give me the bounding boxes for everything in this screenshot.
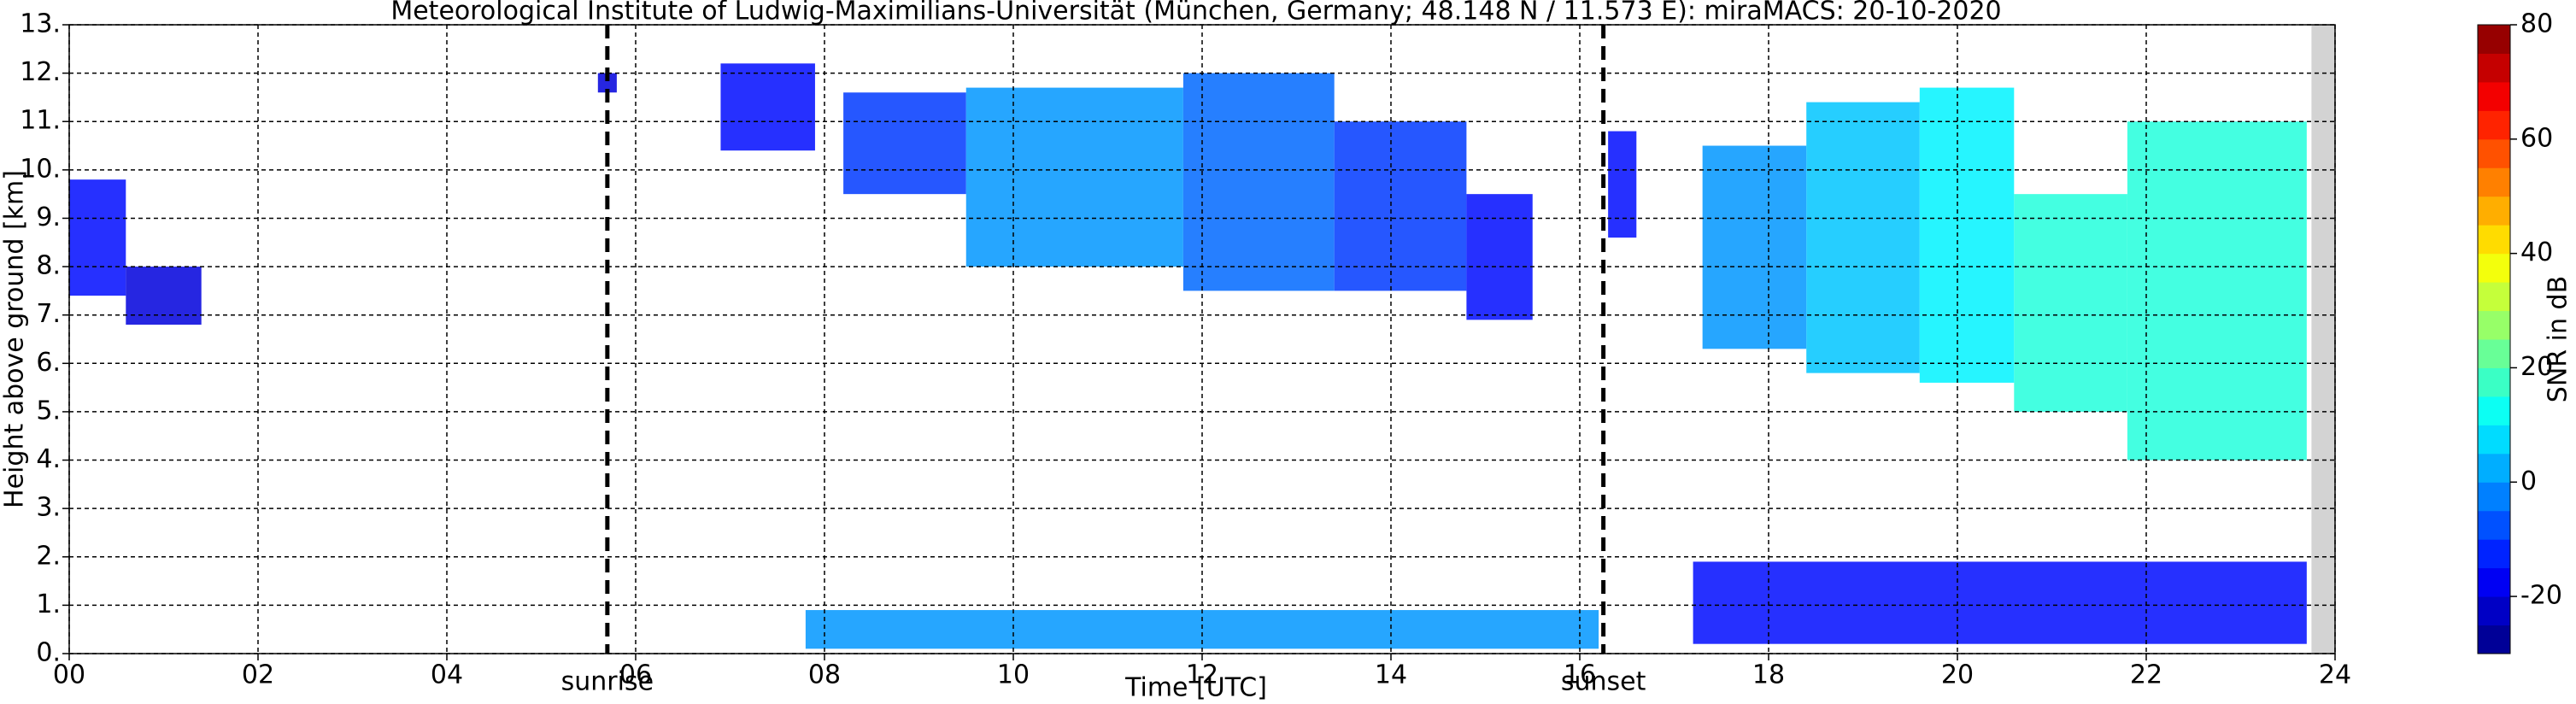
colorbar-frame — [2477, 24, 2511, 654]
colorbar-segment — [2478, 539, 2510, 569]
x-tick-label: 06 — [619, 660, 652, 690]
event-label: sunrise — [561, 667, 654, 697]
colorbar-segment — [2478, 110, 2510, 140]
colorbar-segment — [2478, 367, 2510, 397]
y-tick-label: 8. — [36, 251, 61, 281]
echo — [720, 63, 815, 151]
colorbar-segment — [2478, 596, 2510, 626]
y-tick-label: 9. — [36, 202, 61, 232]
echo — [1919, 87, 2015, 383]
y-tick-label: 10. — [20, 154, 61, 184]
x-tick-label: 04 — [431, 660, 463, 690]
colorbar-segment — [2478, 25, 2510, 54]
echo — [1334, 121, 1467, 291]
colorbar-segment — [2478, 53, 2510, 83]
y-tick-label: 4. — [36, 444, 61, 474]
colorbar-segment — [2478, 396, 2510, 425]
colorbar-segment — [2478, 282, 2510, 312]
y-tick-label: 0. — [36, 638, 61, 668]
colorbar-tick-label: 40 — [2520, 238, 2553, 267]
echo — [1466, 194, 1533, 320]
echo — [1702, 145, 1807, 349]
y-tick-label: 5. — [36, 396, 61, 425]
colorbar-label: SNR in dB — [2544, 276, 2573, 402]
colorbar-segment — [2478, 167, 2510, 197]
colorbar-segment — [2478, 625, 2510, 654]
colorbar-tick-label: 20 — [2520, 352, 2553, 382]
colorbar-segment — [2478, 482, 2510, 512]
y-tick-label: 1. — [36, 590, 61, 619]
y-tick-label: 13. — [20, 9, 61, 39]
colorbar-segment — [2478, 310, 2510, 340]
y-tick-label: 3. — [36, 493, 61, 523]
echo — [2014, 194, 2127, 412]
no-data-region — [2311, 25, 2335, 654]
colorbar-tick-label: 60 — [2520, 123, 2553, 153]
colorbar-segment — [2478, 339, 2510, 368]
echo — [1806, 102, 1920, 373]
echo — [597, 73, 617, 93]
x-tick-label: 12 — [1186, 660, 1218, 690]
x-tick-label: 14 — [1375, 660, 1407, 690]
colorbar-tick-label: 80 — [2520, 9, 2553, 39]
echo — [1608, 131, 1637, 238]
colorbar-segment — [2478, 567, 2510, 597]
colorbar-segment — [2478, 453, 2510, 483]
echo — [2127, 121, 2307, 461]
colorbar-segment — [2478, 425, 2510, 455]
colorbar-segment — [2478, 138, 2510, 168]
echo — [69, 179, 126, 296]
y-tick-label: 6. — [36, 348, 61, 378]
x-tick-label: 02 — [242, 660, 274, 690]
echo — [1182, 73, 1335, 291]
x-tick-label: 24 — [2319, 660, 2351, 690]
echo — [126, 267, 202, 326]
y-axis-label: Height above ground [km] — [0, 170, 30, 508]
colorbar-segment — [2478, 196, 2510, 226]
colorbar-segment — [2478, 81, 2510, 111]
event-label: sunset — [1561, 667, 1646, 697]
x-tick-label: 08 — [808, 660, 841, 690]
x-tick-label: 16 — [1564, 660, 1596, 690]
chart-title: Meteorological Institute of Ludwig-Maxim… — [390, 0, 2001, 26]
x-tick-label: 00 — [53, 660, 85, 690]
y-tick-label: 2. — [36, 541, 61, 571]
x-axis-label: Time [UTC] — [1124, 673, 1267, 703]
colorbar-segment — [2478, 225, 2510, 255]
plot-frame — [68, 24, 2336, 654]
echo — [843, 92, 966, 195]
colorbar-segment — [2478, 253, 2510, 283]
echo — [965, 87, 1183, 267]
x-tick-label: 20 — [1941, 660, 1974, 690]
x-tick-label: 22 — [2130, 660, 2162, 690]
y-tick-label: 12. — [20, 57, 61, 87]
colorbar-tick-label: 0 — [2520, 466, 2537, 496]
echo — [1693, 561, 2307, 644]
colorbar-segment — [2478, 510, 2510, 540]
x-tick-label: 18 — [1752, 660, 1785, 690]
y-tick-label: 7. — [36, 299, 61, 329]
x-tick-label: 10 — [997, 660, 1030, 690]
y-tick-label: 11. — [20, 106, 61, 136]
colorbar-tick-label: -20 — [2520, 581, 2562, 611]
